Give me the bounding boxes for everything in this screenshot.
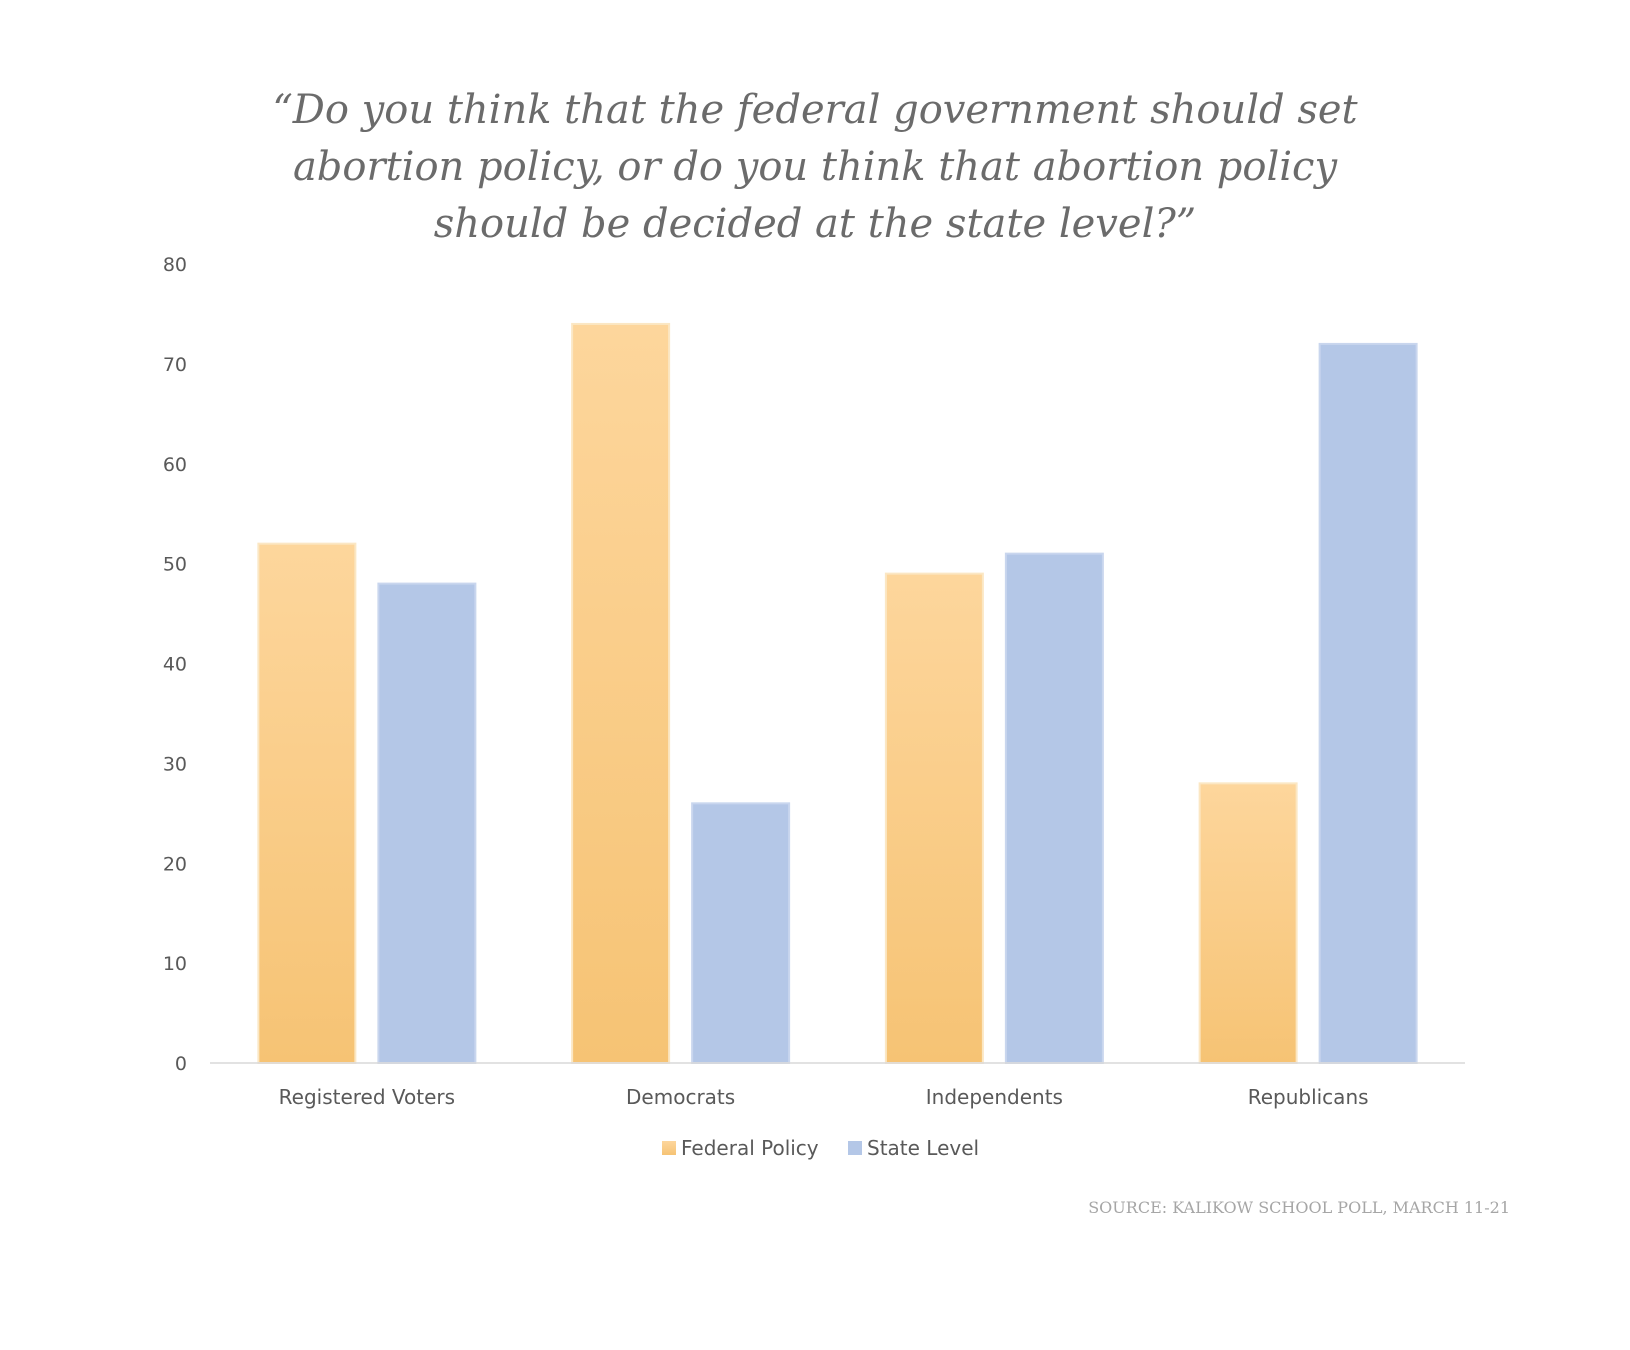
bar-federal-policy-democrats [571,322,671,1064]
y-tick-label: 40 [163,654,187,676]
y-tick-label: 20 [163,853,187,875]
y-axis: 0 10 20 30 40 50 60 70 80 [163,254,187,1075]
legend: Federal Policy State Level [662,1136,979,1160]
chart-title: “Do you think that the federal governmen… [272,87,1358,247]
y-tick-label: 60 [163,454,187,476]
legend-label-federal-policy: Federal Policy [681,1136,819,1160]
legend-swatch-federal-policy [662,1141,676,1155]
legend-label-state-level: State Level [867,1136,979,1160]
y-tick-label: 50 [163,554,187,576]
source-note: SOURCE: KALIKOW SCHOOL POLL, MARCH 11-21 [1088,1198,1510,1217]
y-tick-label: 10 [163,953,187,975]
bar-state-level-registered-voters [377,582,477,1064]
x-category-label: Democrats [626,1085,735,1109]
y-tick-label: 70 [163,354,187,376]
x-axis: Registered Voters Democrats Independents Re… [279,1085,1369,1109]
y-tick-label: 80 [163,254,187,276]
y-tick-label: 0 [175,1053,187,1075]
x-category-label: Independents [926,1085,1063,1109]
bar-federal-policy-republicans [1198,782,1298,1064]
bar-state-level-independents [1004,552,1104,1064]
x-category-label: Registered Voters [279,1085,455,1109]
bar-state-level-democrats [691,802,791,1064]
bars [257,322,1418,1064]
bar-federal-policy-registered-voters [257,542,357,1064]
y-tick-label: 30 [163,753,187,775]
bar-federal-policy-independents [884,572,984,1064]
legend-swatch-state-level [848,1141,862,1155]
bar-state-level-republicans [1318,342,1418,1064]
x-category-label: Republicans [1248,1085,1369,1109]
